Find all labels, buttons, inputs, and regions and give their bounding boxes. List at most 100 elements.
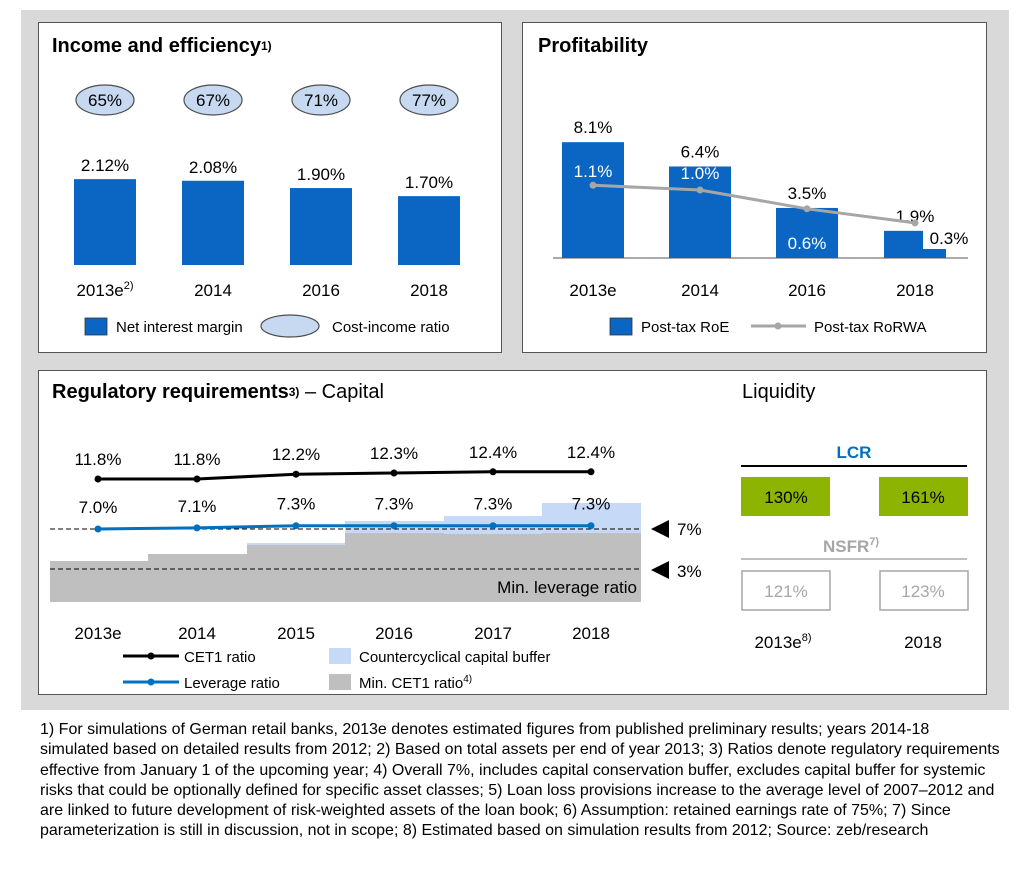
leverage-point	[94, 525, 102, 533]
min-cet1-area	[345, 533, 444, 602]
nim-bar	[182, 180, 244, 265]
nsfr-value-2013e: 121%	[764, 582, 807, 601]
regulatory-chart: Min. leverage ratio 7% 3% 11.8% 11.8% 12.2% 12…	[50, 443, 969, 692]
cost-income-value-label: 77%	[412, 91, 446, 110]
legend-leverage-label: Leverage ratio	[184, 675, 280, 692]
cost-income-ellipse	[183, 84, 243, 116]
nim-value-label: 1.70%	[405, 173, 453, 192]
category-label: 2016	[788, 281, 826, 300]
marker-7-triangle	[651, 520, 669, 538]
cost-income-value-label: 65%	[88, 91, 122, 110]
rorwa-value-label: 0.3%	[930, 229, 969, 248]
leverage-value-label: 7.3%	[474, 495, 513, 514]
lcr-box-2013e	[741, 477, 830, 516]
cet1-point	[94, 475, 102, 483]
rorwa-point	[589, 181, 597, 189]
legend-cost-income-label: Cost-income ratio	[332, 319, 450, 336]
roe-bar	[562, 142, 624, 258]
leverage-point	[292, 522, 300, 530]
liquidity-year-2018: 2018	[904, 633, 942, 652]
marker-3-triangle	[651, 561, 669, 579]
roe-value-label: 6.4%	[681, 142, 720, 161]
legend-min-cet1-swatch	[329, 674, 351, 690]
nim-bar	[74, 179, 136, 265]
cet1-value-label: 12.3%	[370, 444, 418, 463]
legend-cost-income-swatch	[260, 314, 320, 338]
leverage-value-label: 7.1%	[178, 497, 217, 516]
legend-nim-swatch	[84, 317, 108, 336]
income-panel-title: Income and efficiency1)	[52, 35, 272, 57]
nim-value-label: 2.12%	[81, 156, 129, 175]
roe-bar	[669, 166, 731, 258]
legend-rorwa-marker	[774, 322, 782, 330]
cet1-point	[193, 475, 201, 483]
min-cet1-area	[50, 561, 148, 602]
roe-value-label: 8.1%	[574, 118, 613, 137]
legend-nim-label: Net interest margin	[116, 319, 243, 336]
category-label: 2016	[302, 281, 340, 300]
cet1-value-label: 12.4%	[567, 443, 615, 462]
legend-rorwa-label: Post-tax RoRWA	[814, 319, 927, 336]
footnotes: 1) For simulations of German retail bank…	[40, 721, 1000, 840]
category-label: 2018	[572, 624, 610, 643]
leverage-value-label: 7.3%	[572, 495, 611, 514]
cet1-line	[98, 470, 591, 481]
cet1-value-label: 11.8%	[174, 450, 221, 469]
marker-7-label: 7%	[677, 520, 702, 539]
category-label: 2013e	[569, 281, 616, 300]
category-label: 2013e2)	[76, 280, 133, 300]
cost-income-ellipse	[291, 84, 351, 116]
nsfr-value-2018: 123%	[901, 582, 944, 601]
income-efficiency-panel: Income and efficiency1) 2.12% 65% 2013e2) 2…	[38, 22, 502, 353]
rorwa-label-background	[923, 225, 971, 249]
marker-3-label: 3%	[677, 562, 702, 581]
lcr-value-2018: 161%	[901, 488, 944, 507]
cet1-value-label: 12.2%	[272, 445, 320, 464]
rorwa-value-label: 1.1%	[574, 162, 613, 181]
category-label: 2016	[375, 624, 413, 643]
leverage-point	[587, 522, 595, 530]
nim-value-label: 1.90%	[297, 165, 345, 184]
leverage-line	[97, 524, 591, 531]
category-label: 2018	[410, 281, 448, 300]
category-label: 2018	[896, 281, 934, 300]
countercyclical-buffer-area	[247, 543, 345, 545]
cet1-point	[489, 468, 497, 476]
nim-bar	[398, 196, 460, 265]
nsfr-box-2013e	[741, 570, 831, 611]
cost-income-ellipse	[75, 84, 135, 116]
income-chart: 2.12% 65% 2013e2) 2.08% 67% 2014 1.90% 71% 2016 1…	[74, 84, 460, 338]
legend-cet1-marker	[147, 652, 155, 660]
nim-value-label: 2.08%	[189, 158, 237, 177]
rorwa-point	[911, 219, 919, 227]
nsfr-box-2018	[879, 570, 969, 611]
cet1-value-label: 12.4%	[469, 443, 517, 462]
cost-income-ellipse	[399, 84, 459, 116]
legend-min-cet1-label: Min. CET1 ratio4)	[359, 674, 472, 692]
legend-ccb-swatch	[329, 648, 351, 664]
min-cet1-area	[542, 533, 641, 602]
regulatory-panel-title: Regulatory requirements3) – Capital	[52, 381, 384, 403]
min-cet1-area	[148, 554, 247, 602]
legend-roe-label: Post-tax RoE	[641, 319, 729, 336]
cost-income-value-label: 71%	[304, 91, 338, 110]
roe-bar	[776, 207, 838, 258]
regulatory-panel: Regulatory requirements3) – Capital Liqu…	[38, 370, 987, 695]
rorwa-point	[803, 205, 811, 213]
rorwa-value-label: 1.0%	[681, 164, 720, 183]
cost-income-value-label: 67%	[196, 91, 230, 110]
category-label: 2014	[681, 281, 719, 300]
category-label: 2015	[277, 624, 315, 643]
category-label: 2014	[194, 281, 232, 300]
lcr-value-2013e: 130%	[764, 488, 807, 507]
leverage-value-label: 7.3%	[375, 495, 414, 514]
roe-value-label: 3.5%	[788, 184, 827, 203]
rorwa-value-label: 0.6%	[788, 234, 827, 253]
cet1-point	[390, 469, 398, 477]
min-cet1-area	[247, 545, 345, 602]
cet1-value-label: 11.8%	[75, 450, 122, 469]
leverage-point	[489, 522, 497, 530]
cet1-point	[587, 468, 595, 476]
category-label: 2013e	[74, 624, 121, 643]
